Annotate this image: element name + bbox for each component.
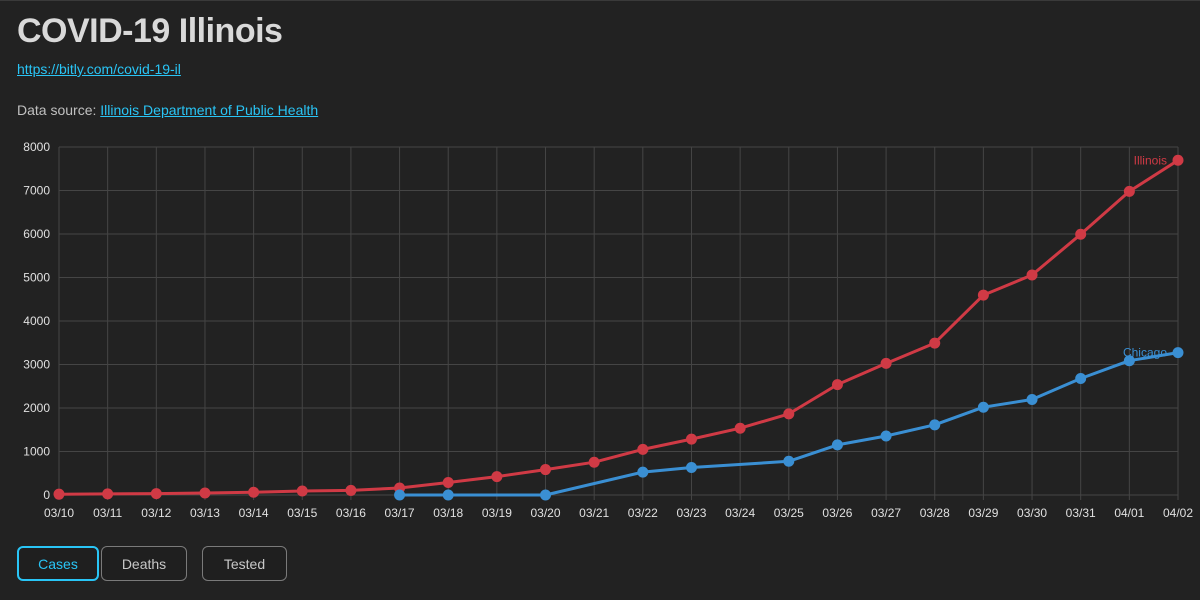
chart-grid bbox=[58, 146, 1179, 500]
data-point-chicago bbox=[540, 489, 552, 501]
x-tick-label: 04/01 bbox=[1114, 506, 1144, 520]
data-point-illinois bbox=[150, 488, 162, 500]
data-point-illinois bbox=[880, 357, 892, 369]
short-link[interactable]: https://bitly.com/covid-19-il bbox=[17, 61, 181, 77]
x-tick-label: 03/10 bbox=[44, 506, 74, 520]
data-point-chicago bbox=[831, 439, 843, 451]
metric-tabs: Cases Deaths Tested bbox=[17, 546, 287, 581]
data-point-illinois bbox=[1172, 154, 1184, 166]
x-tick-label: 03/28 bbox=[920, 506, 950, 520]
data-source-link[interactable]: Illinois Department of Public Health bbox=[100, 102, 319, 118]
data-point-illinois bbox=[1026, 269, 1038, 281]
series-points bbox=[53, 154, 1184, 501]
x-tick-label: 03/25 bbox=[774, 506, 804, 520]
x-tick-label: 03/14 bbox=[239, 506, 269, 520]
data-point-illinois bbox=[248, 486, 260, 498]
tab-deaths[interactable]: Deaths bbox=[101, 546, 187, 581]
data-point-chicago bbox=[1026, 393, 1038, 405]
tab-cases[interactable]: Cases bbox=[17, 546, 99, 581]
y-tick-label: 8000 bbox=[23, 140, 50, 154]
data-point-illinois bbox=[1123, 185, 1135, 197]
data-point-illinois bbox=[685, 433, 697, 445]
x-tick-label: 03/22 bbox=[628, 506, 658, 520]
data-point-chicago bbox=[1172, 347, 1184, 359]
y-axis-ticks: 0 1000 2000 3000 4000 5000 6000 7000 8000 bbox=[23, 140, 50, 502]
data-point-chicago bbox=[685, 462, 697, 474]
data-point-illinois bbox=[734, 422, 746, 434]
data-point-illinois bbox=[637, 443, 649, 455]
data-source-label: Data source: bbox=[17, 102, 101, 118]
data-point-illinois bbox=[783, 408, 795, 420]
data-point-illinois bbox=[442, 476, 454, 488]
y-tick-label: 1000 bbox=[23, 445, 50, 459]
data-point-illinois bbox=[296, 485, 308, 497]
data-point-illinois bbox=[588, 456, 600, 468]
x-tick-label: 03/23 bbox=[676, 506, 706, 520]
series-lines bbox=[58, 159, 1179, 497]
series-line-chicago bbox=[399, 351, 1179, 497]
y-tick-label: 4000 bbox=[23, 314, 50, 328]
data-point-chicago bbox=[442, 489, 454, 501]
y-tick-label: 6000 bbox=[23, 227, 50, 241]
data-point-illinois bbox=[53, 488, 65, 500]
data-point-illinois bbox=[199, 487, 211, 499]
data-point-illinois bbox=[345, 484, 357, 496]
x-axis-ticks: 03/10 03/11 03/12 03/13 03/14 03/15 03/16 03/17… bbox=[44, 506, 1193, 520]
x-tick-label: 03/15 bbox=[287, 506, 317, 520]
x-tick-label: 04/02 bbox=[1163, 506, 1193, 520]
data-point-chicago bbox=[880, 430, 892, 442]
x-tick-label: 03/30 bbox=[1017, 506, 1047, 520]
x-tick-label: 03/31 bbox=[1066, 506, 1096, 520]
x-tick-label: 03/20 bbox=[531, 506, 561, 520]
x-tick-label: 03/11 bbox=[93, 506, 122, 520]
x-tick-label: 03/13 bbox=[190, 506, 220, 520]
x-tick-label: 03/19 bbox=[482, 506, 512, 520]
tab-tested[interactable]: Tested bbox=[202, 546, 287, 581]
data-point-illinois bbox=[102, 488, 114, 500]
x-tick-label: 03/29 bbox=[968, 506, 998, 520]
data-point-illinois bbox=[1075, 228, 1087, 240]
top-border bbox=[0, 0, 1200, 1]
x-tick-label: 03/26 bbox=[822, 506, 852, 520]
data-point-chicago bbox=[1075, 373, 1087, 385]
x-tick-label: 03/12 bbox=[141, 506, 171, 520]
data-point-chicago bbox=[394, 489, 406, 501]
x-tick-label: 03/21 bbox=[579, 506, 609, 520]
x-tick-label: 03/17 bbox=[385, 506, 415, 520]
y-tick-label: 2000 bbox=[23, 401, 50, 415]
data-point-illinois bbox=[977, 289, 989, 301]
data-source: Data source: Illinois Department of Publ… bbox=[17, 102, 318, 118]
data-point-illinois bbox=[491, 471, 503, 483]
series-label-chicago: Chicago bbox=[1123, 346, 1167, 360]
data-point-chicago bbox=[637, 466, 649, 478]
data-point-chicago bbox=[783, 455, 795, 467]
x-tick-label: 03/27 bbox=[871, 506, 901, 520]
series-line-illinois bbox=[58, 159, 1179, 496]
y-tick-label: 5000 bbox=[23, 271, 50, 285]
series-labels: Illinois Chicago bbox=[1123, 153, 1167, 359]
data-point-chicago bbox=[1123, 355, 1135, 367]
y-tick-label: 0 bbox=[43, 488, 50, 502]
data-point-illinois bbox=[831, 379, 843, 391]
x-tick-label: 03/18 bbox=[433, 506, 463, 520]
y-tick-label: 7000 bbox=[23, 184, 50, 198]
page-title: COVID-19 Illinois bbox=[17, 12, 283, 50]
data-point-chicago bbox=[929, 419, 941, 431]
data-point-illinois bbox=[540, 464, 552, 476]
data-point-chicago bbox=[977, 401, 989, 413]
x-tick-label: 03/16 bbox=[336, 506, 366, 520]
data-point-illinois bbox=[929, 337, 941, 349]
y-tick-label: 3000 bbox=[23, 358, 50, 372]
x-tick-label: 03/24 bbox=[725, 506, 755, 520]
series-label-illinois: Illinois bbox=[1134, 153, 1167, 167]
